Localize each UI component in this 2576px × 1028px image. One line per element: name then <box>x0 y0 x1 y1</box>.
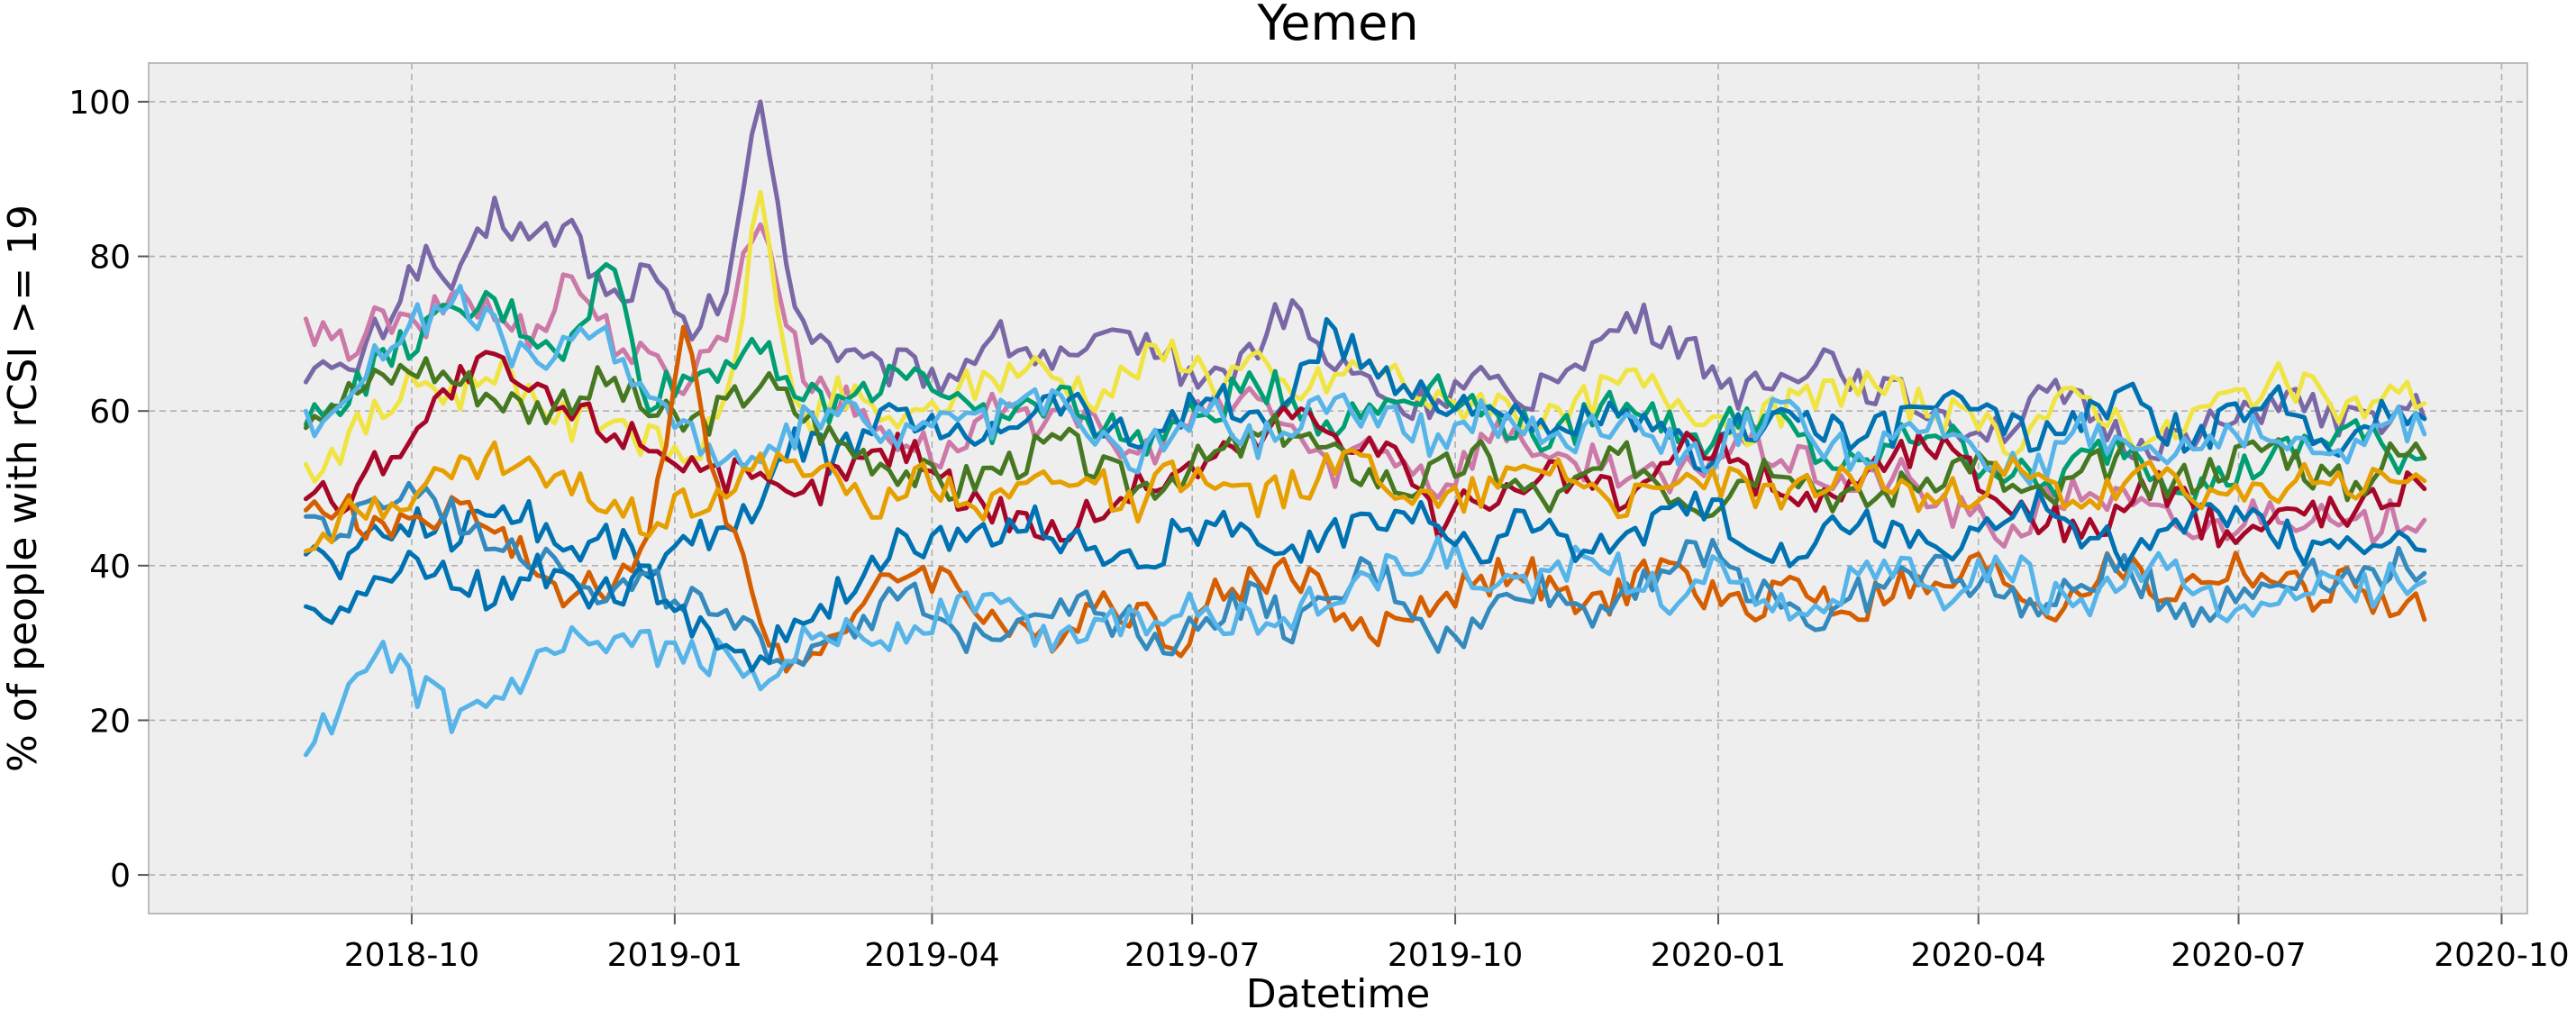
chart-title: Yemen <box>1256 0 1418 51</box>
x-tick-label: 2019-01 <box>607 937 742 974</box>
x-tick-label: 2019-10 <box>1388 937 1523 974</box>
series-line-1 <box>304 99 2427 462</box>
x-tick-label: 2020-10 <box>2434 937 2569 974</box>
y-tick-label: 60 <box>89 394 131 431</box>
series-line-11 <box>304 534 2427 758</box>
series-line-5 <box>304 316 2427 581</box>
y-tick-label: 80 <box>89 240 131 277</box>
x-axis-label: Datetime <box>1246 971 1431 1017</box>
x-tick-label: 2020-01 <box>1651 937 1786 974</box>
series-line-12 <box>304 488 2427 673</box>
x-tick-label: 2018-10 <box>344 937 479 974</box>
series-line-8 <box>304 284 2427 487</box>
x-tick-label: 2020-04 <box>1911 937 2046 974</box>
series-line-7 <box>304 356 2427 520</box>
x-tick-label: 2019-04 <box>864 937 999 974</box>
series-line-10 <box>304 480 2427 669</box>
y-axis-label: % of people with rCSI >= 19 <box>0 205 46 772</box>
y-tick-label: 100 <box>68 85 131 122</box>
y-tick-labels: 0 20 40 60 80 100 <box>68 85 131 895</box>
series-line-13 <box>304 440 2427 554</box>
series-lines <box>304 99 2427 758</box>
y-tick-label: 20 <box>89 703 131 740</box>
x-tick-label: 2020-07 <box>2171 937 2306 974</box>
x-tick-label: 2019-07 <box>1124 937 1260 974</box>
y-tick-label: 0 <box>110 858 131 895</box>
x-tick-labels: 2018-10 2019-01 2019-04 2019-07 2019-10 2020-… <box>344 937 2570 974</box>
y-tick-label: 40 <box>89 549 131 586</box>
